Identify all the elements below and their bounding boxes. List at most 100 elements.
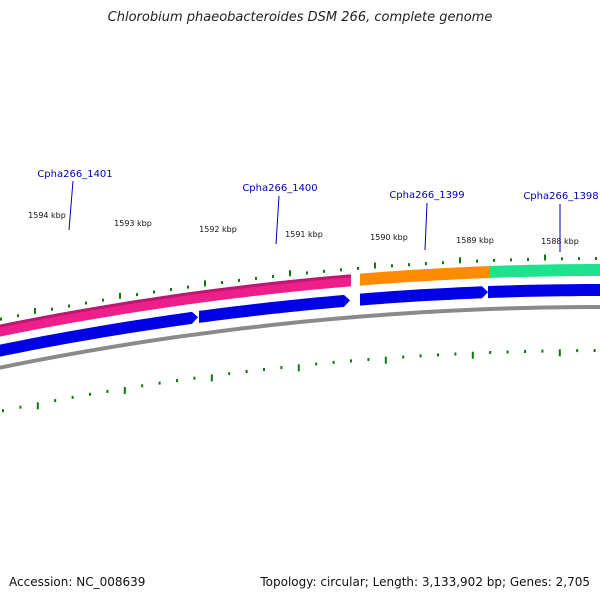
tick-mark (289, 270, 291, 277)
tick-mark (158, 381, 161, 385)
tick-mark (36, 402, 39, 410)
tick-mark (0, 317, 2, 321)
tick-mark (106, 389, 109, 393)
tick-mark (578, 257, 580, 261)
tick-mark (524, 350, 526, 353)
gene-label: Cpha266_1398 (523, 191, 598, 202)
kbp-label: 1594 kbp (28, 211, 66, 220)
tick-mark (425, 262, 427, 266)
tick-mark (141, 384, 144, 388)
tick-mark (210, 374, 213, 382)
tick-mark (255, 276, 257, 280)
reverse-gene-arrow (199, 294, 350, 323)
kbp-label: 1593 kbp (114, 219, 152, 228)
tick-mark (506, 350, 509, 354)
tick-mark (193, 376, 196, 380)
tick-mark (263, 368, 265, 371)
tick-mark (153, 290, 155, 294)
tick-mark (510, 258, 512, 262)
tick-mark (493, 258, 495, 262)
inner-tick-track (2, 349, 596, 413)
tick-mark (544, 254, 546, 261)
kbp-ruler: 1594 kbp 1593 kbp 1592 kbp 1591 kbp 1590 kbp… (28, 211, 579, 246)
kbp-label: 1592 kbp (199, 225, 237, 234)
gene-callout-line (424, 202, 428, 251)
reverse-strand-track (0, 284, 600, 357)
tick-mark (89, 392, 91, 396)
tick-mark (85, 301, 87, 305)
tick-mark (306, 271, 308, 275)
gene-segment-pink (0, 274, 351, 337)
gene-segment-pink-edge (0, 274, 351, 328)
kbp-label: 1591 kbp (285, 230, 323, 239)
tick-mark (19, 405, 22, 409)
tick-mark (419, 354, 422, 358)
tick-mark (367, 358, 370, 361)
tick-mark (527, 257, 529, 261)
gene-label: Cpha266_1401 (37, 169, 112, 180)
tick-mark (238, 278, 240, 282)
tick-mark (541, 349, 544, 353)
tick-mark (136, 293, 138, 297)
tick-mark (437, 353, 439, 357)
tick-mark (489, 351, 492, 354)
tick-mark (374, 262, 376, 269)
gene-segment-orange (360, 266, 490, 286)
tick-mark (170, 288, 172, 291)
tick-mark (558, 349, 561, 357)
gene-label: Cpha266_1400 (242, 183, 317, 194)
tick-mark (408, 263, 410, 267)
reverse-gene-arrow (0, 311, 198, 357)
tick-mark (442, 261, 444, 265)
tick-mark (228, 372, 231, 376)
genome-summary: Topology: circular; Length: 3,133,902 bp… (260, 575, 590, 589)
tick-mark (71, 395, 74, 399)
reverse-gene-arrow (360, 286, 488, 306)
tick-mark (357, 266, 359, 270)
tick-mark (17, 314, 19, 318)
accession-label: Accession: NC_008639 (9, 575, 146, 589)
tick-mark (323, 269, 325, 273)
tick-mark (187, 285, 189, 289)
kbp-label: 1589 kbp (456, 236, 494, 245)
gene-label: Cpha266_1399 (389, 190, 464, 201)
gene-callouts: Cpha266_1401 Cpha266_1400 Cpha266_1399 Cpha… (37, 169, 599, 252)
tick-mark (595, 257, 597, 260)
tick-mark (204, 280, 206, 287)
tick-mark (391, 264, 393, 268)
tick-mark (476, 259, 478, 263)
tick-mark (459, 257, 461, 264)
tick-mark (119, 292, 121, 299)
tick-mark (471, 351, 474, 359)
tick-mark (384, 356, 387, 364)
tick-mark (123, 387, 126, 394)
gene-segment-green (490, 264, 600, 278)
tick-mark (576, 349, 579, 353)
map-title: Chlorobium phaeobacteroides DSM 266, com… (107, 10, 493, 25)
tick-mark (221, 281, 223, 284)
tick-mark (280, 366, 283, 370)
tick-mark (454, 352, 457, 356)
tick-mark (593, 349, 596, 352)
forward-strand-track (0, 264, 600, 337)
tick-mark (402, 355, 405, 359)
tick-mark (2, 409, 4, 413)
tick-mark (561, 257, 563, 261)
tick-mark (34, 307, 36, 314)
tick-mark (332, 360, 335, 364)
outer-tick-track (0, 254, 597, 321)
tick-mark (54, 399, 57, 403)
tick-mark (272, 275, 274, 278)
gene-callout-line (275, 195, 280, 245)
tick-mark (315, 362, 318, 366)
reverse-gene-arrow (488, 284, 600, 299)
tick-mark (350, 359, 352, 363)
tick-mark (340, 268, 342, 272)
tick-mark (176, 379, 178, 383)
tick-mark (245, 370, 248, 373)
gene-callout-line (68, 180, 74, 231)
kbp-label: 1590 kbp (370, 233, 408, 242)
tick-mark (51, 307, 53, 311)
tick-mark (297, 364, 300, 372)
tick-mark (102, 298, 104, 302)
